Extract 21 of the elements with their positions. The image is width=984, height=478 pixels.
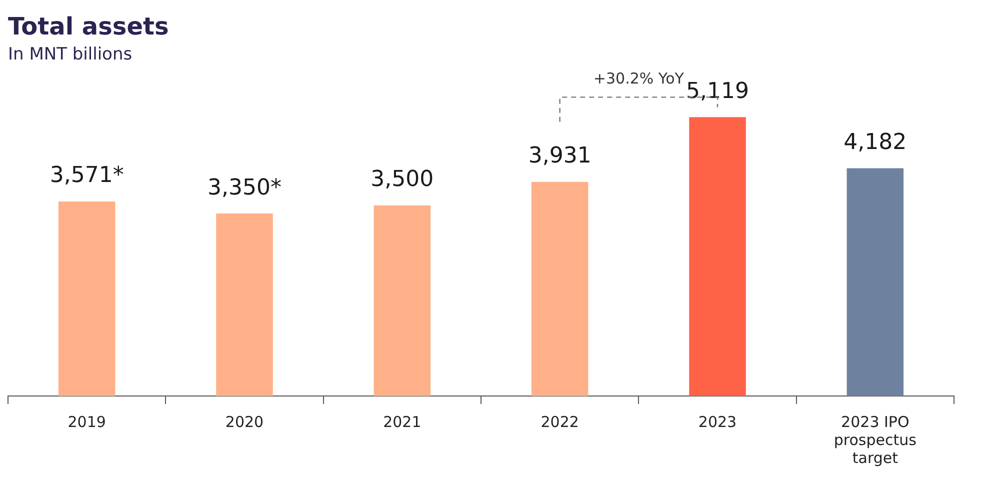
data-label: 3,500	[370, 167, 434, 192]
x-tick-label: 2021	[383, 412, 422, 431]
bar	[689, 117, 746, 396]
bar	[846, 168, 904, 396]
data-label: 3,931	[528, 144, 592, 169]
text: +30.2% YoY	[593, 70, 685, 88]
bar	[58, 202, 116, 396]
bar	[374, 205, 431, 396]
data-label: 3,350*	[208, 175, 282, 200]
bar	[216, 214, 273, 396]
chart-subtitle: In MNT billions	[8, 44, 132, 64]
data-label: 4,182	[844, 130, 907, 155]
x-tick-label: 2023 IPO prospectus target	[834, 412, 917, 467]
data-label: 5,119	[686, 78, 749, 104]
x-tick-label: 2019	[68, 412, 106, 431]
data-label: 3,571*	[50, 163, 124, 188]
x-tick-label: 2020	[225, 412, 264, 431]
chart-title: Total assets	[8, 12, 169, 41]
x-tick-label: 2022	[540, 412, 579, 431]
bar	[531, 182, 588, 396]
x-tick-label: 2023	[698, 412, 737, 431]
